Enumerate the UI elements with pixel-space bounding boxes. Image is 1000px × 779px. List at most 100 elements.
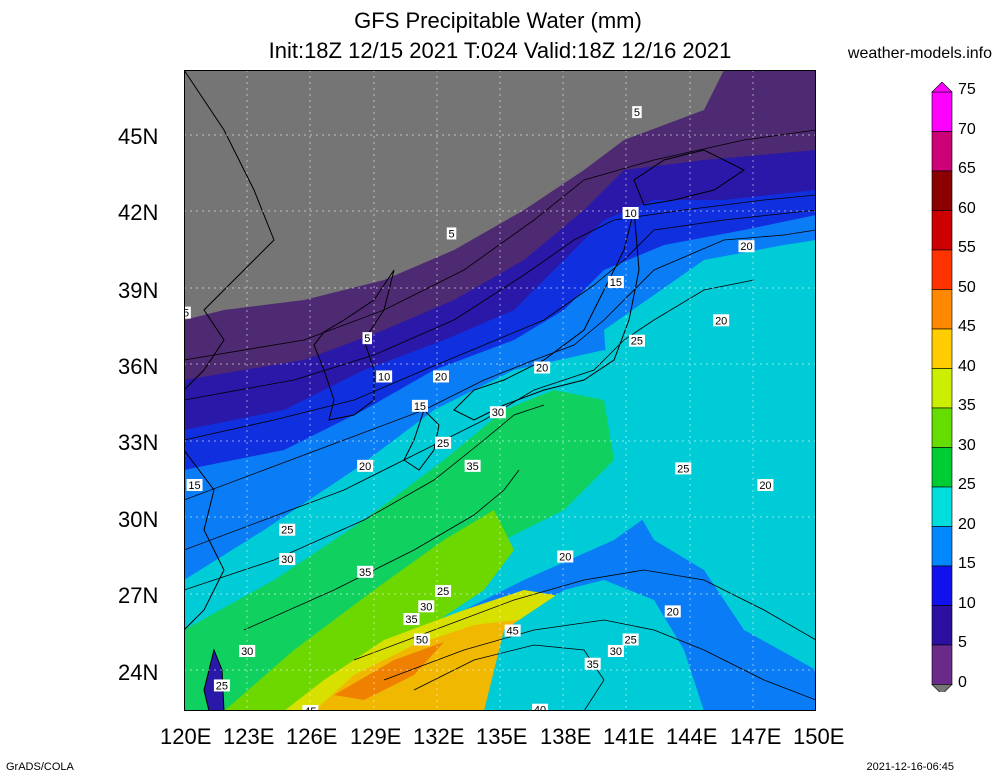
svg-text:10: 10	[624, 208, 636, 220]
colorbar-swatch	[931, 407, 953, 448]
svg-text:20: 20	[559, 551, 571, 563]
lon-label-135e: 135E	[476, 724, 528, 749]
contour-label: 5	[446, 227, 457, 240]
svg-text:20: 20	[359, 461, 371, 473]
contour-label: 15	[186, 478, 203, 492]
colorbar-label: 10	[958, 594, 976, 612]
colorbar-swatch	[931, 644, 953, 685]
contour-label: 25	[628, 334, 645, 348]
contour-label: 50	[414, 633, 431, 646]
svg-text:5: 5	[634, 107, 640, 119]
contour-label: 20	[664, 605, 681, 618]
svg-text:25: 25	[281, 525, 293, 537]
contour-label: 45	[504, 624, 521, 638]
colorbar-swatch	[931, 328, 953, 369]
colorbar-swatch	[931, 526, 953, 567]
region-dry-land	[184, 70, 724, 320]
lat-label-39n: 39N	[118, 278, 159, 303]
contour-label: 10	[622, 207, 639, 220]
contour-45	[413, 644, 605, 711]
svg-text:15: 15	[414, 401, 426, 413]
lon-label-150e: 150E	[793, 724, 845, 749]
colorbar-swatch	[931, 170, 953, 211]
lat-label-33n: 33N	[118, 430, 159, 455]
lat-label-30n: 30N	[118, 507, 159, 532]
colorbar-label: 65	[958, 160, 976, 177]
chart-title: GFS Precipitable Water (mm)	[354, 8, 642, 33]
coastline-honshu	[453, 209, 640, 421]
coastline-korea	[313, 269, 395, 421]
contour-label: 20	[757, 478, 774, 492]
colorbar-label: 5	[958, 634, 967, 651]
colorbar-label: 70	[958, 120, 976, 138]
svg-text:10: 10	[378, 371, 390, 383]
svg-text:35: 35	[466, 461, 478, 473]
coastline-hokkaido	[633, 149, 745, 206]
svg-text:35: 35	[405, 614, 417, 626]
contour-label: 35	[464, 459, 481, 473]
region-pw25-south	[484, 580, 704, 711]
svg-text:30: 30	[420, 601, 432, 613]
contour-label: 20	[357, 459, 374, 473]
lat-label-24n: 24N	[118, 660, 159, 685]
contour-label: 10	[376, 370, 393, 383]
svg-text:35: 35	[359, 567, 371, 579]
lat-label-45n: 45N	[118, 124, 159, 149]
lon-label-126e: 126E	[286, 724, 338, 749]
contour-label: 40	[532, 703, 549, 711]
svg-text:15: 15	[610, 277, 622, 289]
footer-credit: GrADS/COLA	[6, 761, 74, 773]
svg-text:5: 5	[364, 333, 370, 345]
svg-text:20: 20	[536, 363, 548, 375]
contour-label: 25	[435, 436, 452, 450]
lon-label-123e: 123E	[223, 724, 275, 749]
svg-text:40: 40	[534, 705, 546, 711]
contour-label: 30	[279, 553, 296, 566]
contour-label: 25	[435, 584, 452, 598]
contour-20a	[184, 229, 816, 501]
svg-text:20: 20	[435, 371, 447, 383]
contour-label: 25	[675, 462, 692, 475]
contour-label: 5	[362, 332, 373, 345]
coastline-china	[184, 70, 275, 391]
colorbar-swatch	[931, 565, 953, 606]
colorbar-swatch	[931, 605, 953, 646]
region-pw30	[184, 390, 614, 711]
svg-text:25: 25	[437, 438, 449, 450]
contour-label: 45	[302, 705, 319, 711]
contour-label: 20	[557, 550, 574, 563]
svg-text:25: 25	[624, 634, 636, 646]
contour-10	[184, 194, 816, 401]
contour-label: 30	[607, 644, 624, 658]
svg-text:25: 25	[216, 680, 228, 692]
contour-label: 35	[403, 613, 420, 626]
svg-text:30: 30	[610, 646, 622, 658]
contour-30	[184, 404, 545, 591]
colorbar-swatch	[931, 210, 953, 251]
contour-label: 20	[713, 314, 730, 327]
region-pw35	[224, 510, 514, 711]
contour-label: 35	[357, 565, 374, 579]
chart-subtitle: Init:18Z 12/15 2021 T:024 Valid:18Z 12/1…	[268, 38, 732, 63]
region-pw25-east	[604, 240, 816, 670]
contour-5	[184, 129, 816, 361]
contour-label: 25	[279, 523, 296, 537]
colorbar-swatch	[931, 447, 953, 488]
contour-25b	[353, 569, 816, 661]
svg-text:35: 35	[587, 659, 599, 671]
contour-label: 20	[534, 361, 551, 375]
lat-label-42n: 42N	[118, 200, 159, 225]
contour-label: 15	[607, 275, 624, 289]
site-label: weather-models.info	[847, 45, 992, 62]
colorbar	[931, 82, 953, 692]
svg-text:20: 20	[715, 315, 727, 327]
lon-label-132e: 132E	[413, 724, 465, 749]
lon-label-144e: 144E	[666, 724, 718, 749]
colorbar-label: 40	[958, 357, 976, 375]
colorbar-label: 30	[958, 436, 976, 454]
contour-label: 25	[213, 679, 230, 692]
colorbar-label: 55	[958, 239, 976, 256]
contour-35	[243, 469, 520, 631]
